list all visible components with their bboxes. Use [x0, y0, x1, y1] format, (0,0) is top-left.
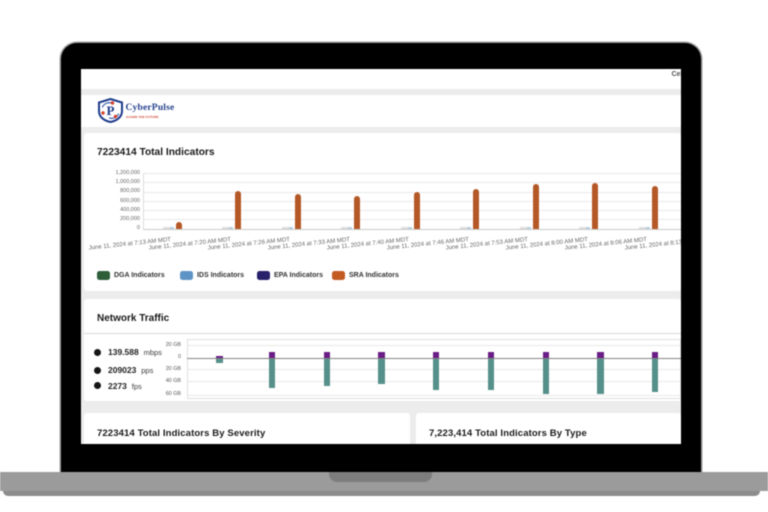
svg-text:P: P	[107, 103, 115, 118]
